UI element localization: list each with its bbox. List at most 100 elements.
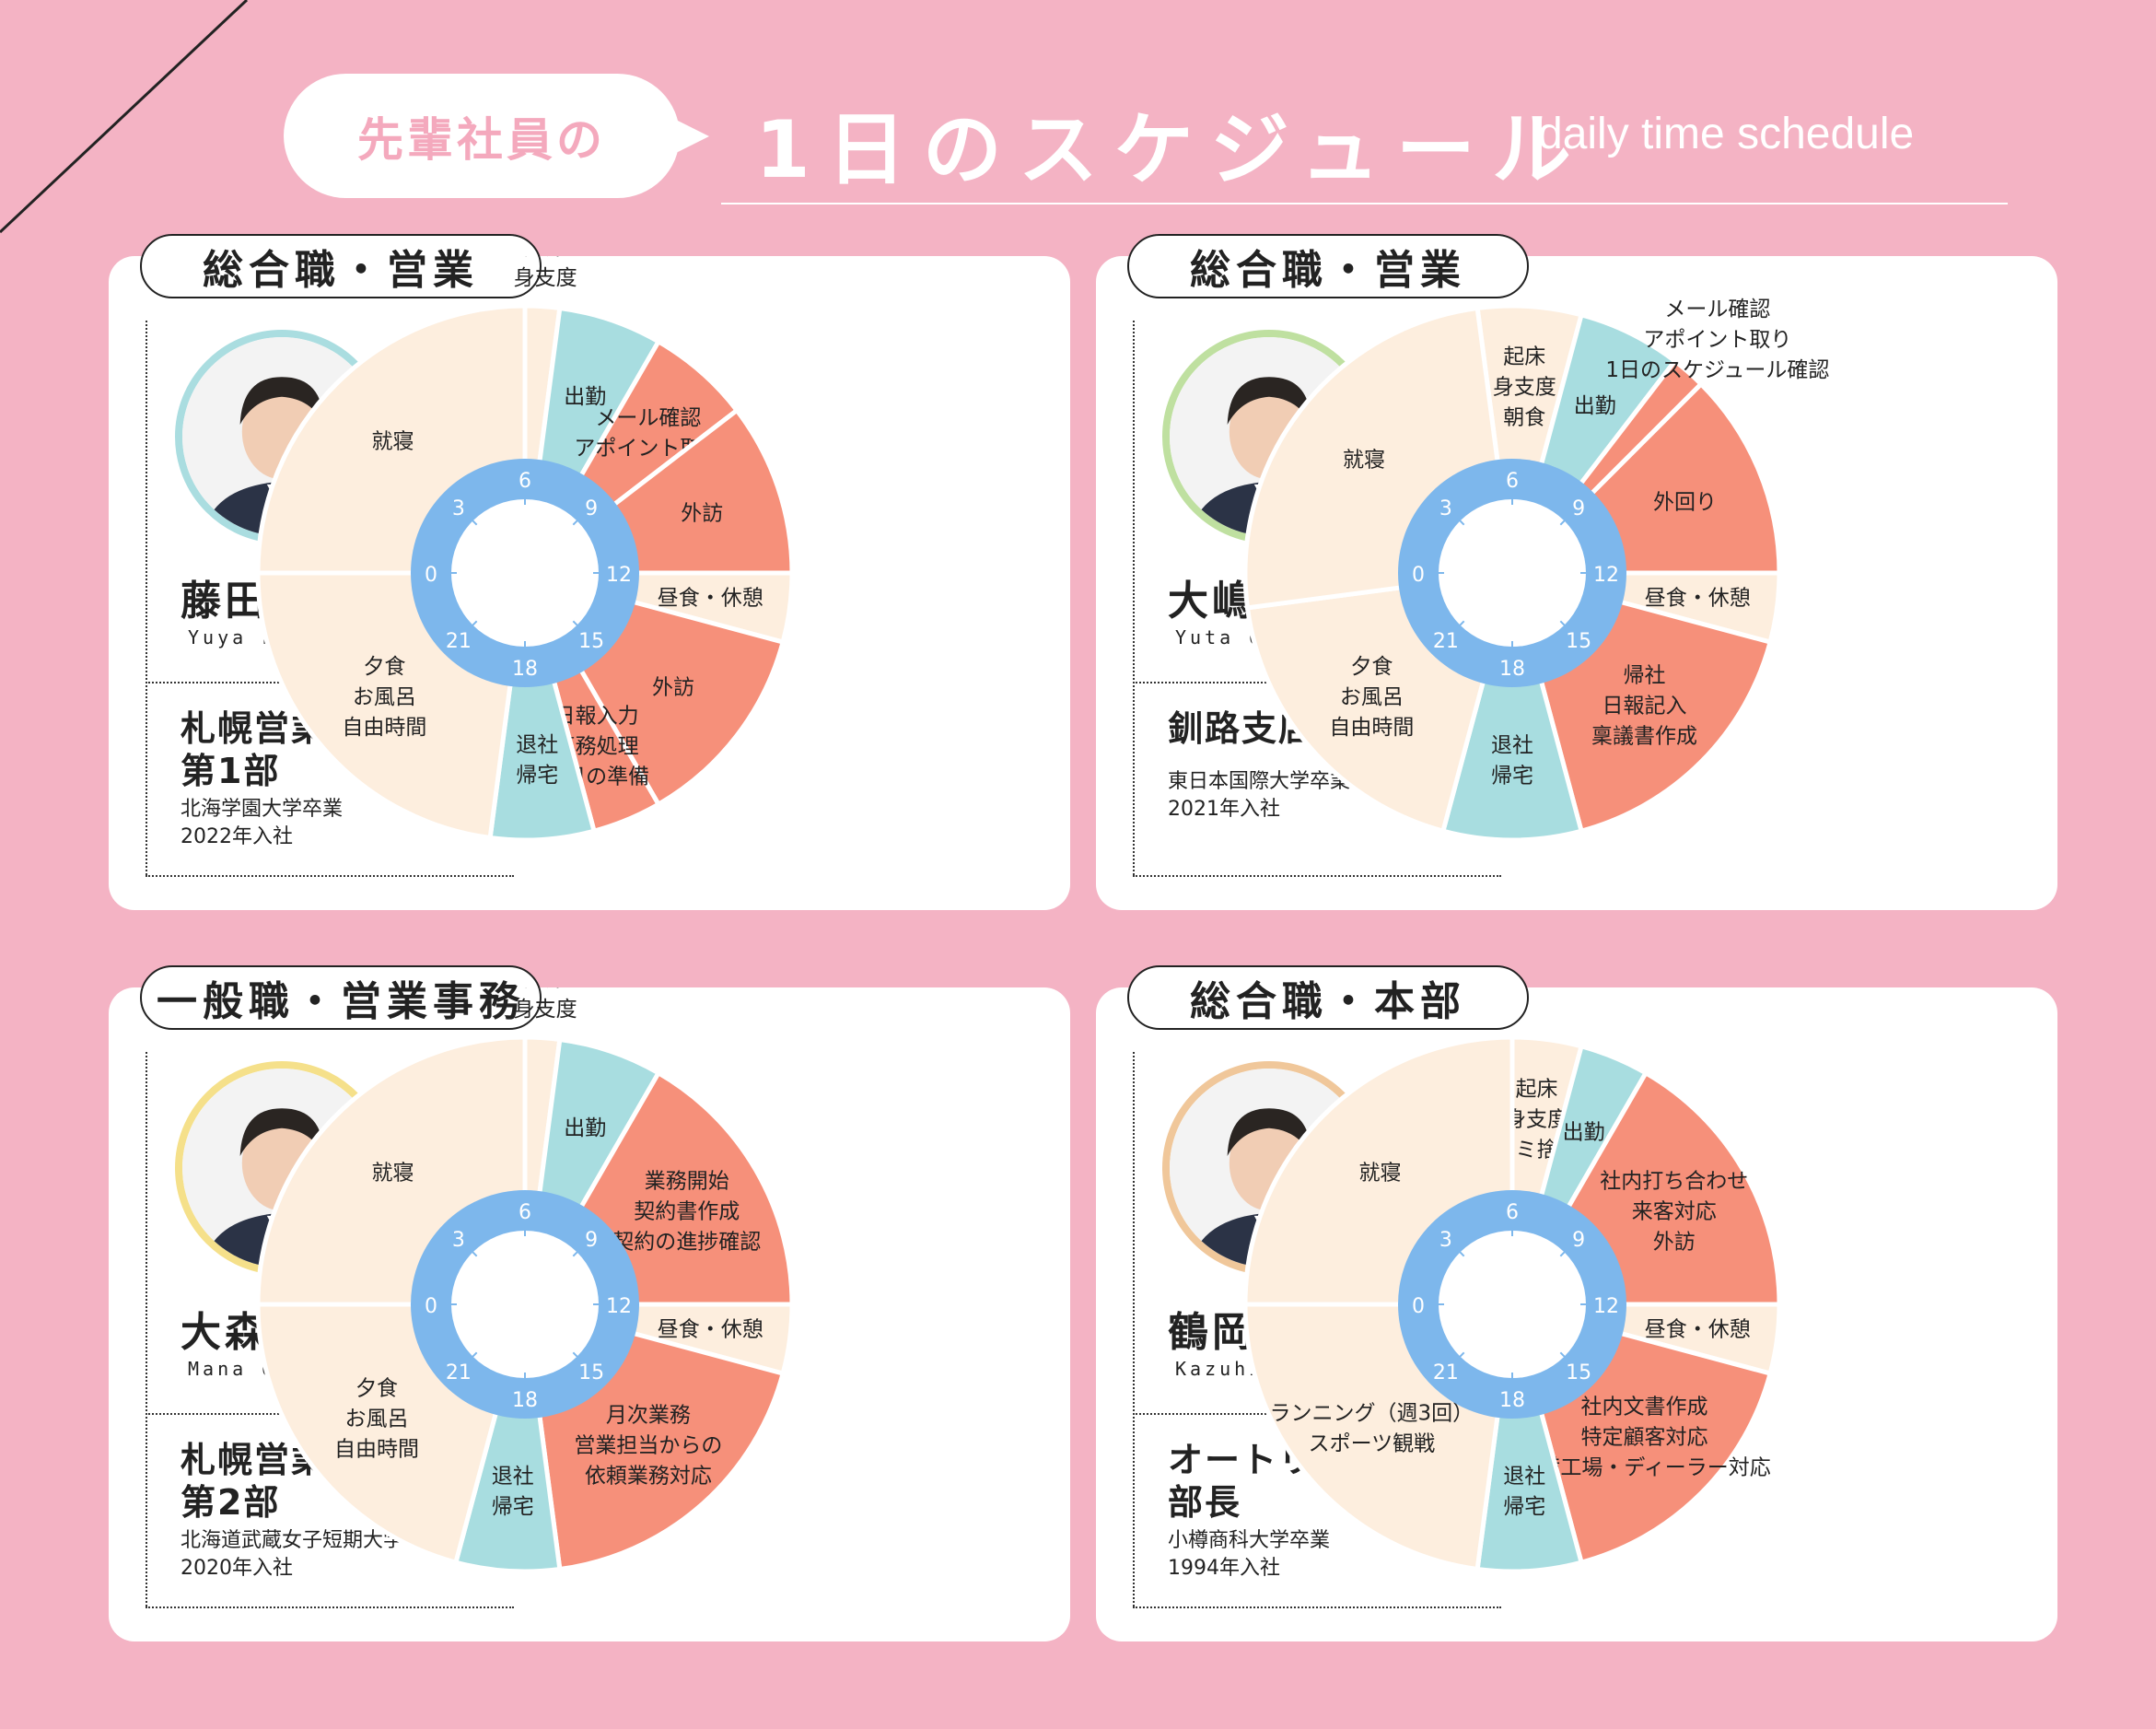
clock-face [1439, 1231, 1586, 1378]
clock-tick [469, 1351, 478, 1361]
slice-label: 起床身支度 [514, 987, 577, 1022]
clock-hour-label: 21 [1433, 630, 1459, 653]
schedule-pie-chart: 起床身支度朝食 出勤 メール確認アポイント取り 1日のスケジュール確認外回り昼食・休憩… [1242, 298, 1829, 843]
divider [146, 321, 147, 875]
divider [1133, 875, 1501, 877]
slice-label: 夕食お風呂自由時間 [342, 655, 426, 740]
slice-label: 昼食・休憩 [1645, 586, 1751, 610]
clock-hour-label: 12 [606, 1295, 632, 1318]
school: 東日本国際大学卒業 [1168, 770, 1351, 793]
divider [146, 682, 367, 683]
slice-label: 外訪 [681, 502, 723, 526]
role-label: 総合職・営業 [1127, 234, 1529, 298]
page-subtitle: daily time schedule [1538, 110, 1915, 158]
corner-decoration-line [0, 0, 249, 234]
clock-hour-label: 6 [1506, 470, 1519, 493]
slice-label: 就寝 [371, 429, 414, 453]
clock-hour-label: 6 [519, 1201, 531, 1224]
clock-hour-label: 12 [1593, 564, 1619, 587]
schedule-pie-chart: 起床身支度ゴミ捨て出勤社内打ち合わせ来客対応外訪昼食・休憩社内文書作成特定顧客対… [1242, 1034, 1782, 1574]
clock-tick [469, 517, 478, 526]
clock-tick [1456, 620, 1465, 629]
role-label: 総合職・本部 [1127, 965, 1529, 1030]
slice-label: メール確認アポイント取り 1日のスケジュール確認 [1605, 298, 1829, 382]
join-year: 2020年入社 [181, 1557, 293, 1580]
header-rule [721, 203, 2008, 204]
slice-label: 起床身支度 [514, 256, 577, 290]
clock-hour-label: 0 [425, 564, 437, 587]
clock-hour-label: 3 [452, 1229, 465, 1252]
clock-hour-label: 15 [1566, 630, 1591, 653]
employee-card: 総合職・営業 藤田 祐哉 Yuya Fujita 札幌営業部 第1部 北海学園大… [109, 234, 1070, 910]
clock-hour-label: 21 [446, 630, 472, 653]
divider [146, 875, 514, 877]
clock-tick [1456, 1248, 1465, 1257]
department-line: 第1部 [181, 751, 281, 791]
header-bubble: 先輩社員の [284, 74, 680, 198]
school: 小樽商科大学卒業 [1168, 1529, 1331, 1552]
slice-label: 社内文書作成特定顧客対応整備工場・ディーラー対応 [1518, 1396, 1770, 1480]
divider [146, 1052, 147, 1606]
clock-tick [1456, 1351, 1465, 1361]
employee-card: 一般職・営業事務 大森 真菜 Mana Omori 札幌営業部 第2部 北海道武… [109, 965, 1070, 1641]
schedule-pie-chart: 起床身支度出勤メール確認アポイント取り外訪昼食・休憩外訪日報入力事務処理翌日の準… [255, 256, 795, 843]
slice-label: 就寝 [1343, 448, 1385, 472]
slice-label: 昼食・休憩 [658, 586, 763, 610]
clock-hour-label: 15 [1566, 1361, 1591, 1384]
slice-label: 社内打ち合わせ来客対応外訪 [1600, 1170, 1748, 1255]
divider [1133, 1606, 1501, 1608]
slice-label: 出勤 [1574, 394, 1616, 418]
slice-label: 外回り [1653, 490, 1717, 514]
clock-tick [1559, 517, 1568, 526]
join-year: 2021年入社 [1168, 798, 1280, 821]
slice-label: 退社帰宅 [492, 1465, 534, 1519]
clock-hour-label: 18 [1499, 1389, 1525, 1412]
divider [1133, 1052, 1135, 1606]
education: 小樽商科大学卒業 1994年入社 [1168, 1527, 1330, 1583]
clock-hour-label: 12 [1593, 1295, 1619, 1318]
clock-tick [572, 620, 581, 629]
slice-label: 出勤 [1563, 1120, 1605, 1144]
slice-label: 退社帰宅 [516, 733, 558, 788]
header-bubble-tail [672, 118, 709, 155]
clock-face [451, 1231, 599, 1378]
department-line: 第2部 [181, 1482, 281, 1523]
slice-label: 昼食・休憩 [658, 1317, 763, 1341]
clock-hour-label: 21 [1433, 1361, 1459, 1384]
education: 東日本国際大学卒業 2021年入社 [1168, 768, 1350, 824]
slice-label: 起床身支度朝食 [1493, 345, 1556, 429]
slice-label: 就寝 [371, 1161, 414, 1185]
slice-label: 外訪 [652, 676, 694, 700]
clock-hour-label: 9 [1572, 1229, 1585, 1252]
employee-card: 総合職・営業 大嶋 優太 Yuta Oshima 釧路支店 東日本国際大学卒業 … [1096, 234, 2057, 910]
slice-label: 月次業務営業担当からの依頼業務対応 [574, 1404, 722, 1489]
clock-tick [572, 1248, 581, 1257]
slice-label: 昼食・休憩 [1645, 1317, 1751, 1341]
clock-hour-label: 0 [1412, 564, 1425, 587]
clock-tick [1559, 1351, 1568, 1361]
role-label: 総合職・営業 [140, 234, 542, 298]
slice-label: 出勤 [564, 1116, 606, 1140]
divider [146, 1606, 514, 1608]
clock-hour-label: 0 [425, 1295, 437, 1318]
clock-tick [469, 620, 478, 629]
clock-hour-label: 21 [446, 1361, 472, 1384]
divider [146, 1413, 367, 1415]
clock-tick [1456, 517, 1465, 526]
divider [1133, 682, 1354, 683]
clock-hour-label: 12 [606, 564, 632, 587]
slice-label: ランニング（週3回）スポーツ観戦 [1270, 1401, 1474, 1455]
clock-face [451, 499, 599, 647]
clock-hour-label: 3 [1439, 1229, 1452, 1252]
clock-hour-label: 15 [578, 630, 604, 653]
education: 北海学園大学卒業 2022年入社 [181, 796, 343, 851]
clock-hour-label: 3 [452, 497, 465, 520]
clock-tick [572, 1351, 581, 1361]
join-year: 1994年入社 [1168, 1557, 1280, 1580]
schedule-slice [1439, 564, 1585, 843]
clock-tick [572, 517, 581, 526]
role-label: 一般職・営業事務 [140, 965, 542, 1030]
slice-label: 出勤 [564, 385, 606, 409]
join-year: 2022年入社 [181, 825, 293, 848]
clock-hour-label: 3 [1439, 497, 1452, 520]
